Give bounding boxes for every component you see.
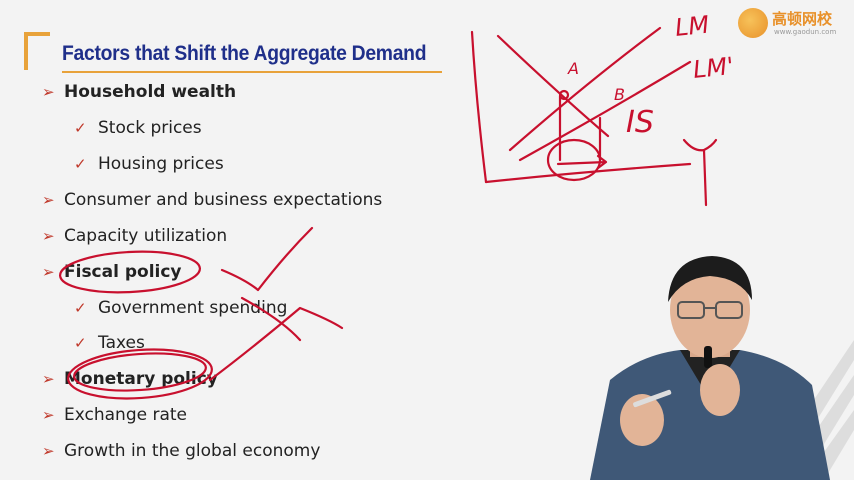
microphone-icon	[704, 346, 712, 368]
bullet-global-economy: ➢ Growth in the global economy	[42, 441, 321, 461]
arrow-bullet-icon: ➢	[42, 227, 55, 245]
check-bullet-icon: ✓	[74, 119, 87, 137]
ink-point-a	[558, 89, 570, 101]
presenter-video	[590, 256, 830, 480]
logo-url: www.gaodun.com	[774, 28, 837, 36]
check-bullet-icon: ✓	[74, 299, 87, 317]
ink-y-label	[682, 138, 718, 207]
title-underline	[62, 71, 442, 73]
check-bullet-icon: ✓	[74, 155, 87, 173]
logo-name: 高顿网校	[772, 10, 833, 28]
presenter-right-hand	[700, 364, 740, 416]
arrow-bullet-icon: ➢	[42, 263, 55, 281]
gaodun-logo: 高顿网校 www.gaodun.com	[738, 6, 850, 40]
ink-checkmark-1	[220, 226, 314, 292]
check-bullet-icon: ✓	[74, 334, 87, 352]
ink-label-b: B	[614, 85, 625, 104]
ink-lm-curve	[508, 26, 662, 152]
logo-mark-icon	[738, 8, 768, 38]
title-bracket-decoration	[24, 32, 50, 70]
ink-label-a: A	[567, 59, 579, 78]
bullet-government-spending: ✓ Government spending	[74, 298, 288, 318]
ink-y-axis	[470, 30, 488, 184]
bullet-household-wealth: ➢ Household wealth	[42, 82, 237, 102]
arrow-bullet-icon: ➢	[42, 442, 55, 460]
presenter-head	[670, 262, 750, 358]
arrow-bullet-icon: ➢	[42, 406, 55, 424]
ink-lm-prime-curve	[518, 60, 692, 162]
bullet-stock-prices: ✓ Stock prices	[74, 118, 202, 138]
presenter-hair	[668, 256, 752, 302]
bullet-taxes: ✓ Taxes	[74, 333, 145, 353]
arrow-bullet-icon: ➢	[42, 370, 55, 388]
arrow-bullet-icon: ➢	[42, 83, 55, 101]
pen-icon	[633, 389, 672, 408]
ink-x-axis	[484, 162, 692, 184]
slide-title: Factors that Shift the Aggregate Demand	[62, 42, 427, 65]
bullet-monetary-policy: ➢ Monetary policy	[42, 369, 218, 389]
bullet-expectations: ➢ Consumer and business expectations	[42, 190, 383, 210]
ink-x-circle	[546, 138, 602, 182]
ink-label-lm: LM	[674, 11, 711, 42]
bullet-fiscal-policy: ➢ Fiscal policy	[42, 262, 182, 282]
bullet-housing-prices: ✓ Housing prices	[74, 154, 224, 174]
ink-is-curve	[496, 34, 610, 138]
ink-label-is: IS	[626, 105, 654, 140]
presenter-glasses	[677, 301, 743, 319]
presenter-left-hand	[620, 394, 664, 446]
bullet-capacity-utilization: ➢ Capacity utilization	[42, 226, 228, 246]
bullet-exchange-rate: ➢ Exchange rate	[42, 405, 188, 425]
ink-label-lm-prime: LM'	[692, 52, 735, 84]
arrow-bullet-icon: ➢	[42, 191, 55, 209]
presenter-suit	[590, 350, 830, 480]
